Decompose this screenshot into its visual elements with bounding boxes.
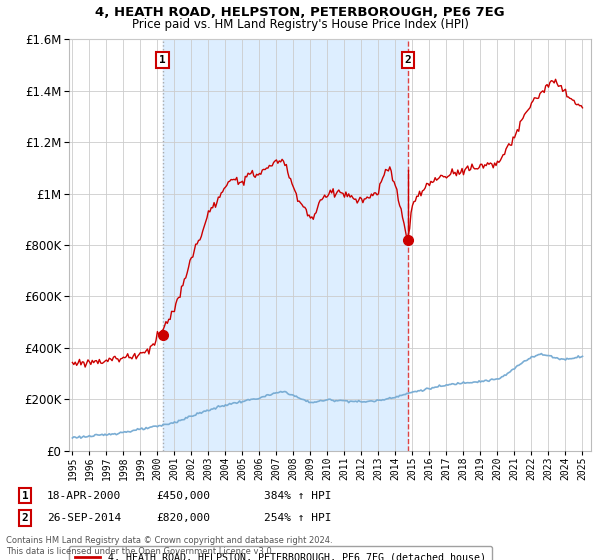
Text: 254% ↑ HPI: 254% ↑ HPI bbox=[264, 513, 331, 523]
Text: £450,000: £450,000 bbox=[156, 491, 210, 501]
Text: Price paid vs. HM Land Registry's House Price Index (HPI): Price paid vs. HM Land Registry's House … bbox=[131, 18, 469, 31]
Text: 1: 1 bbox=[159, 55, 166, 65]
Text: 384% ↑ HPI: 384% ↑ HPI bbox=[264, 491, 331, 501]
Text: 1: 1 bbox=[22, 491, 29, 501]
Text: 26-SEP-2014: 26-SEP-2014 bbox=[47, 513, 121, 523]
Text: 4, HEATH ROAD, HELPSTON, PETERBOROUGH, PE6 7EG: 4, HEATH ROAD, HELPSTON, PETERBOROUGH, P… bbox=[95, 6, 505, 18]
Legend: 4, HEATH ROAD, HELPSTON, PETERBOROUGH, PE6 7EG (detached house), HPI: Average pr: 4, HEATH ROAD, HELPSTON, PETERBOROUGH, P… bbox=[69, 547, 492, 560]
Text: Contains HM Land Registry data © Crown copyright and database right 2024.
This d: Contains HM Land Registry data © Crown c… bbox=[6, 536, 332, 556]
Text: £820,000: £820,000 bbox=[156, 513, 210, 523]
Text: 2: 2 bbox=[22, 513, 29, 523]
Text: 18-APR-2000: 18-APR-2000 bbox=[47, 491, 121, 501]
Bar bbox=[163, 39, 408, 451]
Text: 2: 2 bbox=[404, 55, 411, 65]
